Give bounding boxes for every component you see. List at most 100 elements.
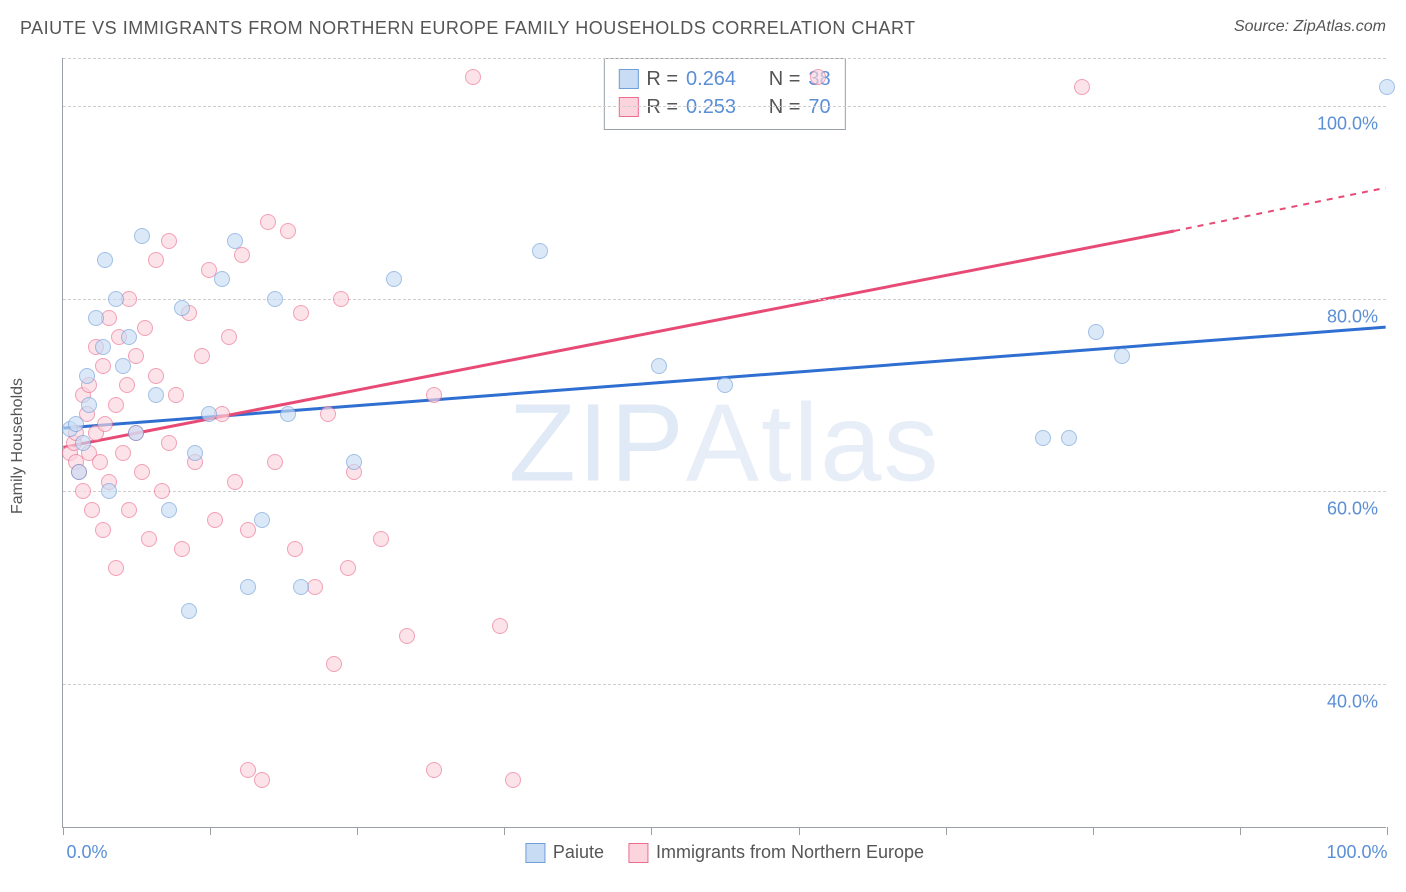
scatter-point (532, 243, 548, 259)
scatter-point (1114, 348, 1130, 364)
scatter-point (240, 579, 256, 595)
scatter-point (79, 368, 95, 384)
scatter-point (134, 228, 150, 244)
scatter-point (174, 541, 190, 557)
scatter-point (399, 628, 415, 644)
x-tick (946, 827, 947, 835)
x-tick (1387, 827, 1388, 835)
scatter-point (187, 445, 203, 461)
scatter-point (148, 368, 164, 384)
legend-item: Immigrants from Northern Europe (628, 842, 924, 863)
scatter-point (340, 560, 356, 576)
scatter-point (1074, 79, 1090, 95)
scatter-point (280, 223, 296, 239)
scatter-point (154, 483, 170, 499)
gridline-h (63, 299, 1386, 300)
scatter-point (254, 512, 270, 528)
y-tick-label: 100.0% (1317, 114, 1378, 135)
scatter-point (71, 464, 87, 480)
watermark-zip: ZIP (509, 381, 686, 504)
scatter-point (148, 252, 164, 268)
scatter-point (68, 416, 84, 432)
scatter-point (101, 483, 117, 499)
stats-box: R = 0.264 N = 38R = 0.253 N = 70 (603, 58, 845, 130)
scatter-point (108, 397, 124, 413)
x-tick (651, 827, 652, 835)
scatter-point (201, 406, 217, 422)
scatter-point (492, 618, 508, 634)
scatter-point (148, 387, 164, 403)
watermark-atlas: Atlas (686, 381, 941, 504)
scatter-point (465, 69, 481, 85)
stats-swatch (618, 69, 638, 89)
gridline-h (63, 58, 1386, 59)
scatter-point (386, 271, 402, 287)
scatter-point (128, 348, 144, 364)
scatter-point (426, 762, 442, 778)
scatter-point (97, 416, 113, 432)
scatter-point (320, 406, 336, 422)
regression-line-dashed (1174, 188, 1386, 231)
scatter-point (161, 435, 177, 451)
scatter-point (1061, 430, 1077, 446)
scatter-point (267, 454, 283, 470)
x-tick (357, 827, 358, 835)
scatter-point (214, 271, 230, 287)
scatter-point (1035, 430, 1051, 446)
y-tick-label: 80.0% (1327, 306, 1378, 327)
scatter-point (373, 531, 389, 547)
scatter-point (346, 454, 362, 470)
scatter-point (141, 531, 157, 547)
x-tick (1240, 827, 1241, 835)
gridline-h (63, 684, 1386, 685)
scatter-point (426, 387, 442, 403)
scatter-point (227, 474, 243, 490)
scatter-point (810, 69, 826, 85)
n-label: N = (769, 65, 801, 93)
scatter-point (181, 603, 197, 619)
scatter-point (293, 305, 309, 321)
r-value: 0.264 (686, 65, 736, 93)
scatter-point (333, 291, 349, 307)
x-tick (63, 827, 64, 835)
y-axis-label: Family Households (9, 378, 27, 514)
scatter-point (115, 445, 131, 461)
scatter-point (260, 214, 276, 230)
scatter-point (161, 502, 177, 518)
scatter-point (134, 464, 150, 480)
scatter-point (221, 329, 237, 345)
scatter-point (121, 502, 137, 518)
scatter-point (194, 348, 210, 364)
scatter-point (115, 358, 131, 374)
scatter-point (227, 233, 243, 249)
scatter-point (651, 358, 667, 374)
legend-label: Paiute (553, 842, 604, 863)
scatter-point (168, 387, 184, 403)
scatter-point (75, 483, 91, 499)
gridline-h (63, 491, 1386, 492)
regression-lines-layer (63, 58, 1386, 827)
watermark: ZIPAtlas (509, 379, 941, 506)
scatter-point (280, 406, 296, 422)
scatter-point (128, 425, 144, 441)
scatter-point (1379, 79, 1395, 95)
x-tick (1093, 827, 1094, 835)
scatter-point (287, 541, 303, 557)
scatter-point (95, 358, 111, 374)
gridline-h (63, 106, 1386, 107)
scatter-point (234, 247, 250, 263)
legend-swatch (628, 843, 648, 863)
scatter-point (267, 291, 283, 307)
x-tick (504, 827, 505, 835)
scatter-point (207, 512, 223, 528)
scatter-point (505, 772, 521, 788)
legend-label: Immigrants from Northern Europe (656, 842, 924, 863)
scatter-point (717, 377, 733, 393)
scatter-point (326, 656, 342, 672)
scatter-point (81, 397, 97, 413)
scatter-point (95, 522, 111, 538)
stats-row: R = 0.264 N = 38 (618, 65, 830, 93)
scatter-point (119, 377, 135, 393)
scatter-point (92, 454, 108, 470)
scatter-point (137, 320, 153, 336)
